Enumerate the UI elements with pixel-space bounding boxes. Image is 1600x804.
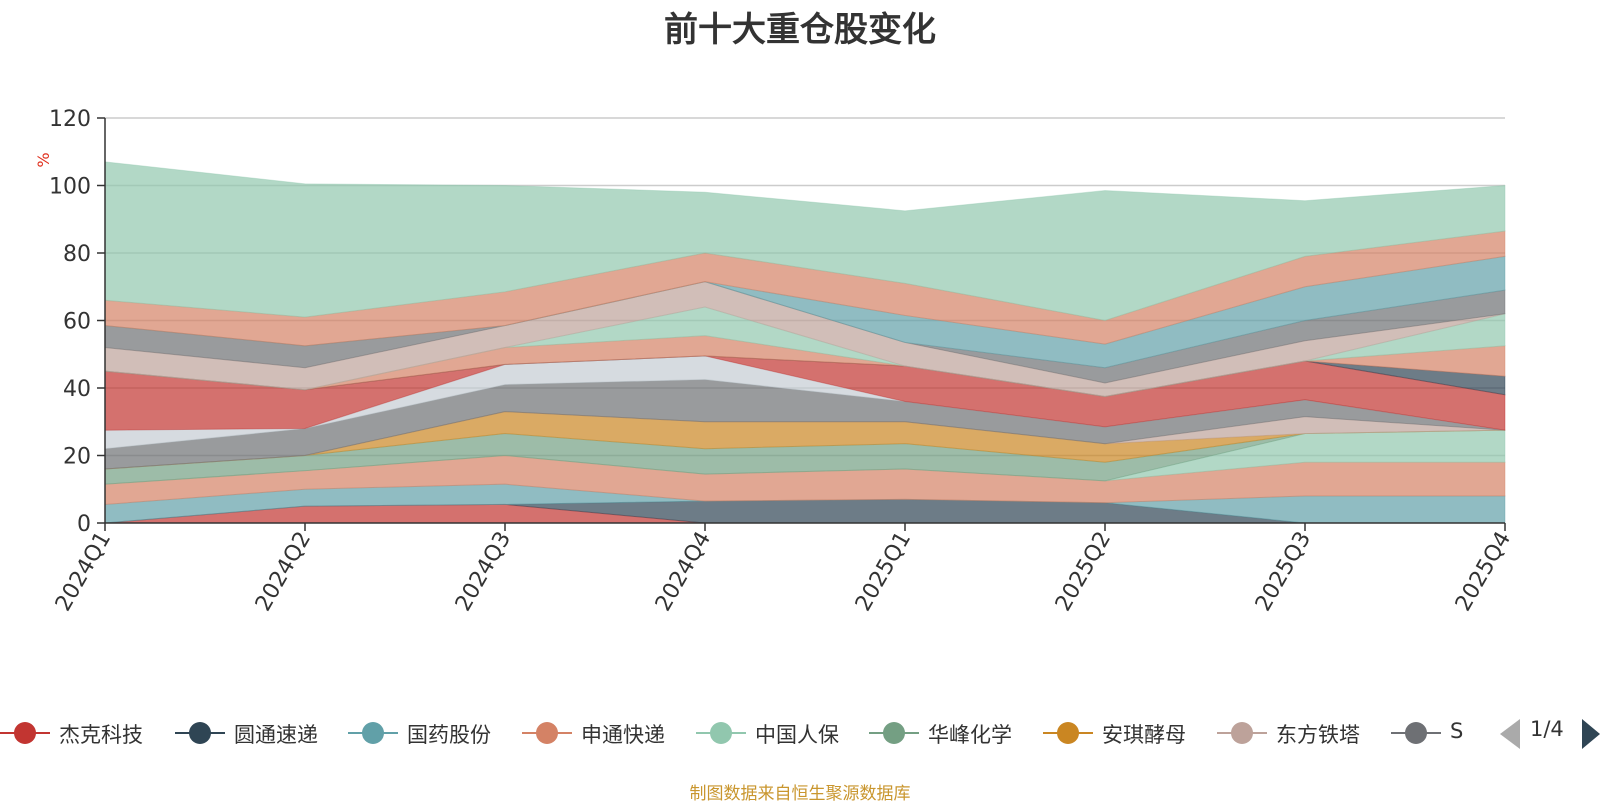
source-note: 制图数据来自恒生聚源数据库 [689,784,911,804]
legend-dot-marker [362,722,384,744]
legend-dot-marker [1057,722,1079,744]
stacked-area-series [104,161,1506,524]
y-tick-label-40: 40 [63,377,91,402]
y-tick-label-80: 80 [63,242,91,267]
area-series-17[interactable] [104,255,1506,369]
legend-track: 杰克科技 圆通速递 国药股份 申通快递 中国人保 华峰化学 安琪酵母 东方铁塔 S [0,713,1485,753]
legend-dot-marker [14,722,36,744]
area-series-10[interactable] [104,355,1506,450]
legend-label: 国药股份 [407,723,491,747]
legend-label: 安琪酵母 [1102,723,1186,747]
area-series-12[interactable] [104,355,1506,397]
legend-label: 中国人保 [755,723,839,747]
legend-dot-marker [536,722,558,744]
y-tick-label-100: 100 [49,175,91,200]
area-series-2[interactable] [104,498,1505,524]
legend-dot-marker [189,722,211,744]
legend: 杰克科技 圆通速递 国药股份 申通快递 中国人保 华峰化学 安琪酵母 东方铁塔 S 1/4 [0,713,1600,753]
area-series-4[interactable] [104,454,1506,505]
legend-label: 华峰化学 [928,723,1012,747]
legend-dot-marker [883,722,905,744]
x-tick-label-2024Q4: 2024Q4 [651,528,716,616]
legend-label: S [1450,719,1464,743]
x-tick-label-2025Q1: 2025Q1 [851,528,916,616]
area-series-5[interactable] [104,429,1506,485]
x-tick-label-2024Q3: 2024Q3 [451,528,516,616]
legend-dot-marker [1405,722,1427,744]
y-axis-unit-label: % [34,152,53,167]
y-tick-label-20: 20 [63,445,91,470]
area-series-9[interactable] [104,379,1506,470]
area-series-18[interactable] [104,230,1506,347]
legend-label: 杰克科技 [59,723,143,747]
y-tick-label-60: 60 [63,310,91,335]
legend-label: 申通快递 [581,723,665,747]
legend-label: 圆通速递 [234,723,318,747]
x-tick-label-2024Q2: 2024Q2 [251,528,316,616]
legend-prev-page-arrow[interactable] [1500,719,1520,749]
area-series-16[interactable] [104,281,1506,384]
legend-next-page-arrow[interactable] [1582,719,1600,749]
chart-title: 前十大重仓股变化 [664,10,936,50]
x-tick-label-2025Q3: 2025Q3 [1251,528,1316,616]
legend-dot-marker [710,722,732,744]
legend-dot-marker [1231,722,1253,744]
area-series-11[interactable] [104,355,1506,431]
legend-page-indicator: 1/4 [1530,717,1564,741]
x-tick-label-2024Q1: 2024Q1 [51,528,116,616]
y-tick-label-120: 120 [49,107,91,132]
legend-label: 东方铁塔 [1276,723,1360,747]
area-series-13[interactable] [104,335,1506,397]
area-series-19[interactable] [104,161,1506,322]
x-tick-label-2025Q2: 2025Q2 [1051,528,1116,616]
area-series-15[interactable] [104,281,1506,397]
area-series-6[interactable] [104,429,1506,485]
x-tick-label-2025Q4: 2025Q4 [1451,528,1516,616]
y-tick-label-0: 0 [77,512,91,537]
